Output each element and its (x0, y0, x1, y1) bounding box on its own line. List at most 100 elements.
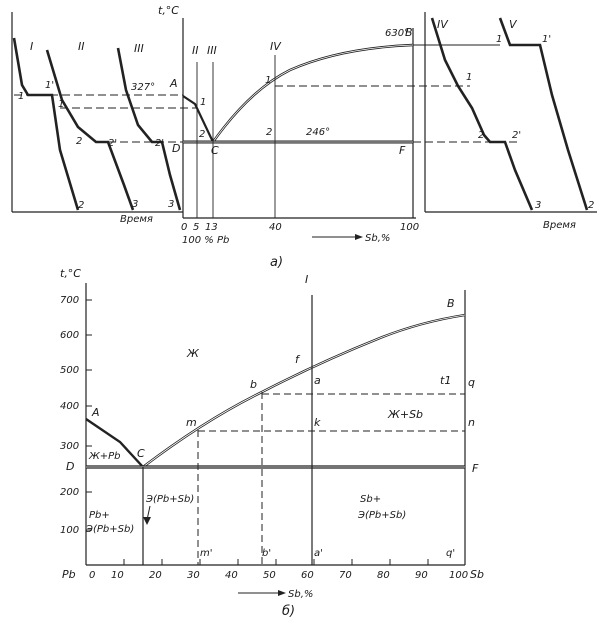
x-tick-80: 80 (377, 570, 390, 581)
phase-a-point-A: A (169, 77, 178, 90)
cool-r-pt-1-V: 1 (496, 34, 502, 45)
point-q-prime: q' (446, 548, 455, 559)
cool-roman-I: I (30, 40, 33, 53)
region-eutectic: Э(Pb+Sb) (145, 494, 194, 505)
x-tick-10: 10 (111, 570, 124, 581)
cool-r-pt-2prime-IV: 2' (512, 130, 521, 141)
cool-roman-IV: IV (437, 18, 449, 31)
point-m: m (186, 416, 197, 429)
panel-a-phase-diagram: t,°C II III IV 327° A 630° B C D F 246° … (14, 4, 520, 270)
y-tick-200: 200 (60, 487, 79, 498)
panel-a-t-label: t,°C (158, 4, 179, 17)
x-tick-30: 30 (187, 570, 200, 581)
y-tick-500: 500 (60, 365, 79, 376)
cool-pt-2prime-b: 2' (155, 138, 164, 149)
eutectic-pointer-head (143, 517, 151, 525)
phase-a-tick-13: 13 (205, 222, 218, 233)
right-time-label: Время (543, 220, 576, 231)
cool-roman-V: V (509, 18, 518, 31)
y-axis-ticks (86, 299, 92, 531)
point-m-prime: m' (200, 548, 213, 559)
y-tick-100: 100 (60, 525, 79, 536)
panel-b-t-label: t,°C (60, 267, 81, 280)
phase-a-point-D: D (172, 142, 180, 155)
point-B: B (447, 297, 455, 310)
panel-a-left-cooling-curves: I II III 1 1 1' 2 2' 2' 2 3 3 Время (11, 12, 183, 225)
point-a-prime: a' (314, 548, 323, 559)
phase-a-point-C: C (211, 144, 219, 157)
cooling-curve-II (45, 49, 135, 211)
phase-a-roman-II: II (192, 44, 199, 57)
sb-arrow-a-head (355, 234, 363, 240)
region-pb-eut-1: Pb+ (89, 510, 110, 521)
cooling-curve-IV (430, 17, 534, 211)
point-b: b (250, 378, 257, 391)
panel-b-caption: б) (282, 604, 295, 618)
liquidus-C-B (142, 313, 466, 468)
phase-a-roman-IV: IV (270, 40, 282, 53)
x-tick-60: 60 (301, 570, 314, 581)
x-tick-50: 50 (263, 570, 276, 581)
label-t1: t1 (440, 374, 451, 387)
liquidus-AC (182, 95, 214, 143)
panel-b-sb-label: Sb,% (288, 589, 313, 600)
cool-r-pt-2-IV: 2 (478, 130, 484, 141)
cool-r-pt-3: 3 (535, 200, 541, 211)
y-tick-400: 400 (60, 401, 79, 412)
region-sb-eut-2: Э(Pb+Sb) (357, 510, 406, 521)
x-label-sb: Sb (470, 568, 484, 581)
phase-a-roman-III: III (207, 44, 217, 57)
cool-pt-2prime-a: 2' (108, 138, 117, 149)
region-liquid-sb: Ж+Sb (387, 408, 423, 421)
point-a: a (314, 374, 321, 387)
y-tick-600: 600 (60, 330, 79, 341)
sb-arrow-b-head (278, 590, 286, 596)
phase-a-pt-1-IV: 1 (265, 75, 271, 86)
temp-327: 327° (131, 82, 155, 93)
x-axis-ticks (85, 559, 429, 565)
phase-a-pb-label: 100 % Pb (182, 235, 229, 246)
x-label-pb: Pb (62, 568, 76, 581)
panel-a-caption: а) (270, 255, 283, 270)
phase-a-sb-label: Sb,% (365, 233, 390, 244)
point-f: f (295, 353, 301, 366)
x-tick-70: 70 (339, 570, 352, 581)
cool-pt-1-a: 1 (18, 91, 24, 102)
point-C: C (137, 447, 145, 460)
cool-pt-1prime: 1' (45, 80, 54, 91)
region-pb-eut-2: Э(Pb+Sb) (85, 524, 134, 535)
liquidus-C-B-inner (142, 314, 466, 468)
alloy-label-I: I (305, 273, 308, 286)
liquidus-CB-inner (212, 44, 414, 143)
point-A: A (91, 406, 100, 419)
phase-a-tick-5: 5 (193, 222, 199, 233)
phase-a-tick-40: 40 (269, 222, 282, 233)
cool-pt-2-b: 2 (78, 200, 84, 211)
cooling-curve-III (116, 47, 182, 211)
cool-r-pt-1prime-V: 1' (542, 34, 551, 45)
temp-630: 630° (385, 28, 409, 39)
y-tick-700: 700 (60, 295, 79, 306)
point-k: k (314, 416, 321, 429)
cool-roman-II: II (78, 40, 85, 53)
cool-roman-III: III (134, 42, 144, 55)
x-tick-0: 0 (89, 570, 95, 581)
x-tick-20: 20 (149, 570, 162, 581)
x-tick-100: 100 (449, 570, 468, 581)
x-tick-40: 40 (225, 570, 238, 581)
phase-a-tick-0: 0 (181, 222, 187, 233)
temp-246: 246° (306, 127, 330, 138)
point-q: q (468, 376, 475, 389)
phase-a-point-F: F (399, 144, 406, 157)
cooling-curve-V (498, 17, 589, 211)
panel-a-right-cooling-curves: IV V 1 1 1' 2 2' 3 2 Время (424, 12, 597, 231)
phase-a-pt-2-II: 2 (199, 129, 205, 140)
cool-pt-3-a: 3 (132, 199, 138, 210)
x-tick-90: 90 (415, 570, 428, 581)
phase-a-pt-1-II: 1 (200, 97, 206, 108)
liquidus-A-C (85, 418, 144, 468)
phase-a-pt-2-IV: 2 (266, 127, 272, 138)
point-F: F (472, 462, 479, 475)
cool-pt-1-b: 1 (58, 99, 64, 110)
